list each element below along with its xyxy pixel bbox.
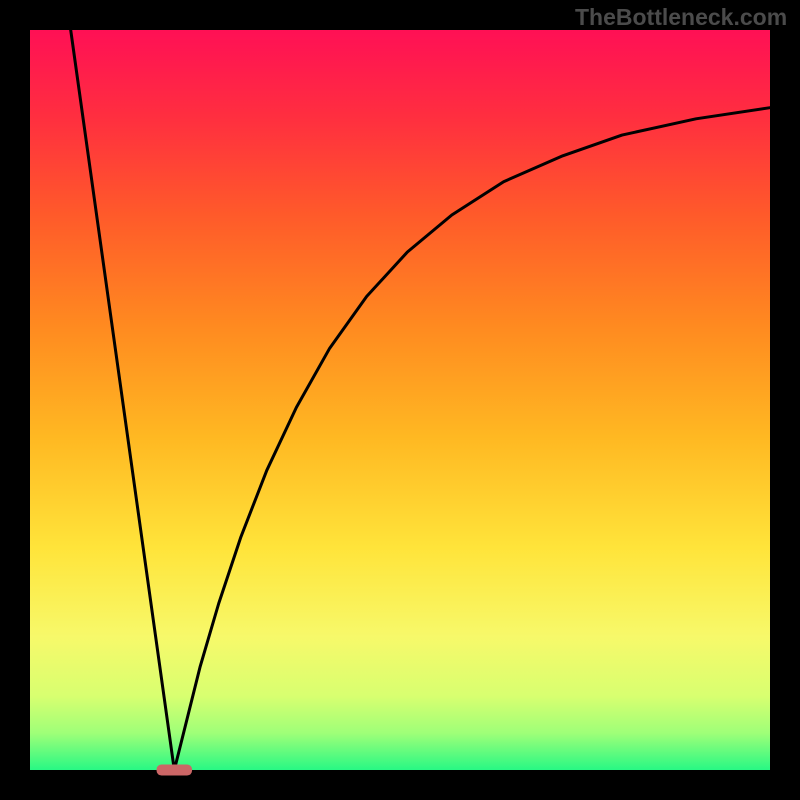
- chart-frame: TheBottleneck.com: [0, 0, 800, 800]
- chart-svg: [0, 0, 800, 800]
- vertex-marker: [157, 764, 193, 775]
- watermark-text: TheBottleneck.com: [575, 4, 787, 31]
- plot-background: [30, 30, 770, 770]
